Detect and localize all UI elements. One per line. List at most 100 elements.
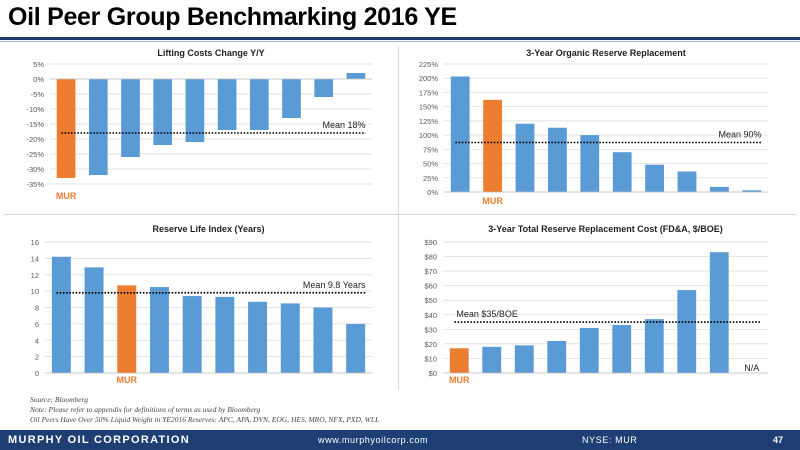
y-tick-label: 225%	[419, 60, 439, 69]
chart-reserve-life-index: Reserve Life Index (Years) 16 14 12 10 8 6 4 2 0 M…	[31, 224, 372, 385]
y-tick-label: 5%	[33, 60, 44, 69]
mur-label: MUR	[117, 375, 138, 385]
bar	[677, 171, 697, 192]
y-tick-label: $80	[424, 253, 437, 262]
bar	[677, 290, 697, 373]
y-tick-label: -5%	[31, 90, 45, 99]
horizontal-divider	[4, 214, 796, 215]
y-tick-label: 75%	[423, 145, 438, 154]
mean-label: Mean 90%	[718, 130, 761, 140]
bar	[547, 340, 567, 373]
definitions-note: Note: Please refer to appendix for defin…	[30, 405, 261, 414]
bar	[346, 73, 366, 79]
mean-label: Mean 9.8 Years	[303, 280, 366, 290]
bar-mur	[56, 79, 76, 178]
mur-label: MUR	[482, 196, 503, 206]
title-underline-thin	[0, 41, 800, 42]
y-tick-label: 0	[35, 369, 39, 378]
y-tick-label: $90	[424, 238, 437, 247]
footer-ticker: NYSE: MUR	[582, 435, 638, 445]
bar	[248, 301, 268, 373]
chart-reserve-replacement-cost: 3-Year Total Reserve Replacement Cost (F…	[424, 224, 768, 385]
bar	[580, 135, 600, 192]
bar-mur	[483, 99, 502, 192]
y-tick-label: $10	[424, 354, 437, 363]
bar	[313, 307, 333, 373]
y-tick-label: 12	[31, 271, 39, 280]
page-number: 47	[773, 435, 784, 445]
bar	[742, 190, 762, 192]
y-tick-label: 175%	[419, 88, 439, 97]
chart-title: 3-Year Total Reserve Replacement Cost (F…	[488, 224, 722, 234]
source-note: Source: Bloomberg	[30, 395, 88, 404]
mur-label: MUR	[56, 191, 77, 201]
bar	[217, 79, 237, 130]
chart-organic-reserve-replacement: 3-Year Organic Reserve Replacement 225% 20…	[419, 48, 768, 206]
y-tick-label: $30	[424, 325, 437, 334]
bar	[249, 79, 269, 130]
bar	[514, 345, 534, 373]
bar	[710, 186, 729, 192]
mur-label: MUR	[449, 375, 470, 385]
y-tick-label: 10	[31, 287, 39, 296]
y-tick-label: $40	[424, 311, 437, 320]
bar	[346, 323, 366, 373]
bar	[84, 267, 104, 373]
y-tick-label: 4	[35, 336, 39, 345]
y-tick-label: $70	[424, 267, 437, 276]
y-tick-label: -25%	[26, 150, 44, 159]
footer-company: MURPHY OIL CORPORATION	[8, 434, 190, 446]
y-tick-label: 0%	[427, 188, 438, 197]
slide-title: Oil Peer Group Benchmarking 2016 YE	[8, 3, 457, 31]
bar	[612, 324, 632, 373]
y-tick-label: 16	[31, 238, 39, 247]
peers-note: Oil Peers Have Over 50% Liquid Weight in…	[30, 415, 380, 424]
bar	[121, 79, 140, 157]
y-tick-label: -15%	[26, 120, 44, 129]
y-tick-label: 6	[35, 320, 39, 329]
bar	[182, 296, 202, 373]
bar	[88, 79, 108, 175]
y-tick-label: -30%	[26, 165, 44, 174]
y-tick-label: 14	[31, 254, 39, 263]
y-tick-label: -20%	[26, 135, 44, 144]
bar	[450, 76, 470, 192]
mean-label: Mean 18%	[323, 120, 366, 130]
bar	[644, 319, 664, 373]
y-tick-label: 100%	[419, 131, 439, 140]
title-underline	[0, 37, 800, 40]
y-tick-label: -35%	[26, 180, 44, 189]
y-tick-label: $20	[424, 340, 437, 349]
y-tick-label: 25%	[423, 174, 438, 183]
bar	[709, 252, 729, 373]
bar	[153, 79, 173, 145]
bar	[185, 79, 205, 142]
chart-title: 3-Year Organic Reserve Replacement	[526, 48, 686, 58]
y-tick-label: 125%	[419, 117, 439, 126]
bar	[579, 327, 599, 373]
chart-title: Lifting Costs Change Y/Y	[157, 48, 264, 58]
footer-bar: MURPHY OIL CORPORATION www.murphyoilcorp…	[0, 430, 800, 450]
y-tick-label: -10%	[26, 105, 44, 114]
bar	[314, 79, 334, 97]
bar-mur	[449, 348, 469, 373]
y-tick-label: 8	[35, 304, 39, 313]
y-tick-label: $50	[424, 296, 437, 305]
y-tick-label: 2	[35, 353, 39, 362]
bar	[645, 164, 664, 192]
na-label: N/A	[744, 363, 759, 373]
bar	[612, 152, 632, 192]
y-tick-label: 150%	[419, 103, 439, 112]
bar	[280, 303, 300, 373]
y-tick-label: 50%	[423, 160, 438, 169]
bar	[548, 127, 567, 192]
y-tick-label: 0%	[33, 75, 44, 84]
y-tick-label: $60	[424, 282, 437, 291]
bar	[215, 296, 235, 373]
footnotes: Source: Bloomberg Note: Please refer to …	[30, 395, 379, 425]
vertical-divider	[398, 46, 399, 390]
bar	[282, 79, 301, 118]
bar	[51, 256, 71, 373]
bar	[515, 123, 535, 192]
mean-label: Mean $35/BOE	[456, 309, 518, 319]
